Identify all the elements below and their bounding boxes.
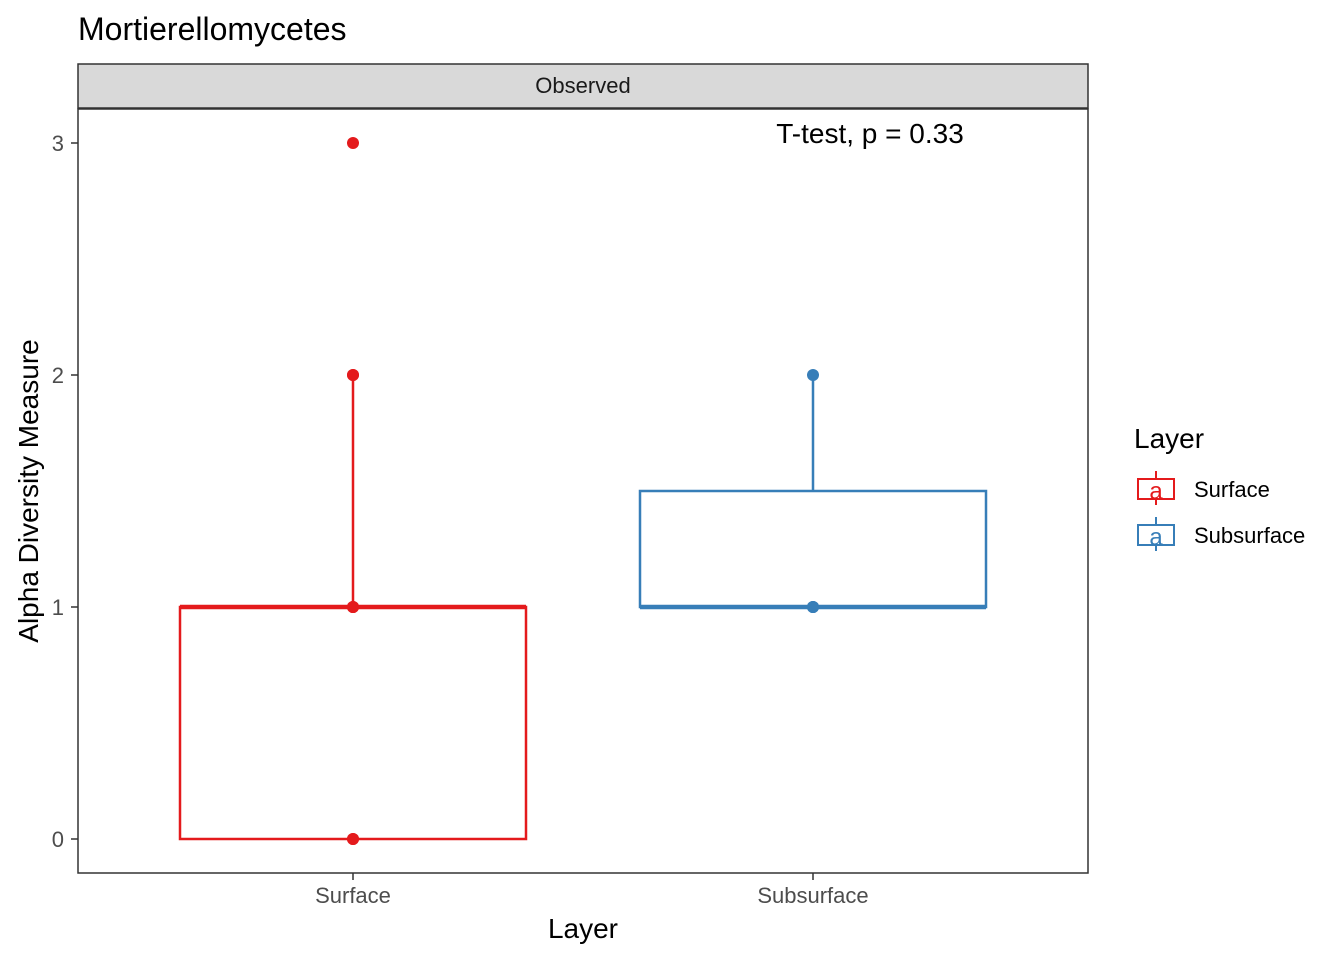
test-annotation: T-test, p = 0.33 [776, 118, 964, 149]
x-axis: Surface Subsurface [315, 873, 869, 908]
legend-key-box [1137, 524, 1175, 546]
x-tick-label: Surface [315, 883, 391, 908]
data-point [347, 833, 359, 845]
legend-key-letter: a [1149, 524, 1163, 551]
data-point [347, 137, 359, 149]
data-point [807, 369, 819, 381]
box-surface [178, 137, 528, 845]
y-tick-label: 2 [52, 363, 64, 388]
legend-key-box [1137, 478, 1175, 500]
legend-label: Subsurface [1194, 523, 1305, 548]
legend-title: Layer [1134, 423, 1204, 454]
x-axis-title: Layer [548, 913, 618, 944]
facet-strip-label: Observed [535, 73, 630, 98]
box-body [638, 489, 988, 609]
boxplots [178, 137, 988, 845]
x-tick-label: Subsurface [757, 883, 868, 908]
legend-entry-subsurface: a Subsurface [1137, 517, 1305, 551]
data-point [347, 601, 359, 613]
legend-label: Surface [1194, 477, 1270, 502]
data-point [347, 369, 359, 381]
box-subsurface [638, 369, 988, 613]
data-point [807, 601, 819, 613]
y-tick-label: 1 [52, 595, 64, 620]
legend-key-letter: a [1149, 478, 1163, 505]
y-axis-title: Alpha Diversity Measure [13, 339, 44, 642]
chart-title: Mortierellomycetes [78, 11, 347, 47]
legend-entry-surface: a Surface [1137, 471, 1270, 505]
y-tick-label: 3 [52, 131, 64, 156]
legend: Layer a Surface a Subsurface [1134, 423, 1305, 551]
y-axis: 0 1 2 3 [52, 131, 78, 852]
y-tick-label: 0 [52, 827, 64, 852]
facet-strip [77, 63, 1089, 109]
box-body [178, 605, 528, 841]
